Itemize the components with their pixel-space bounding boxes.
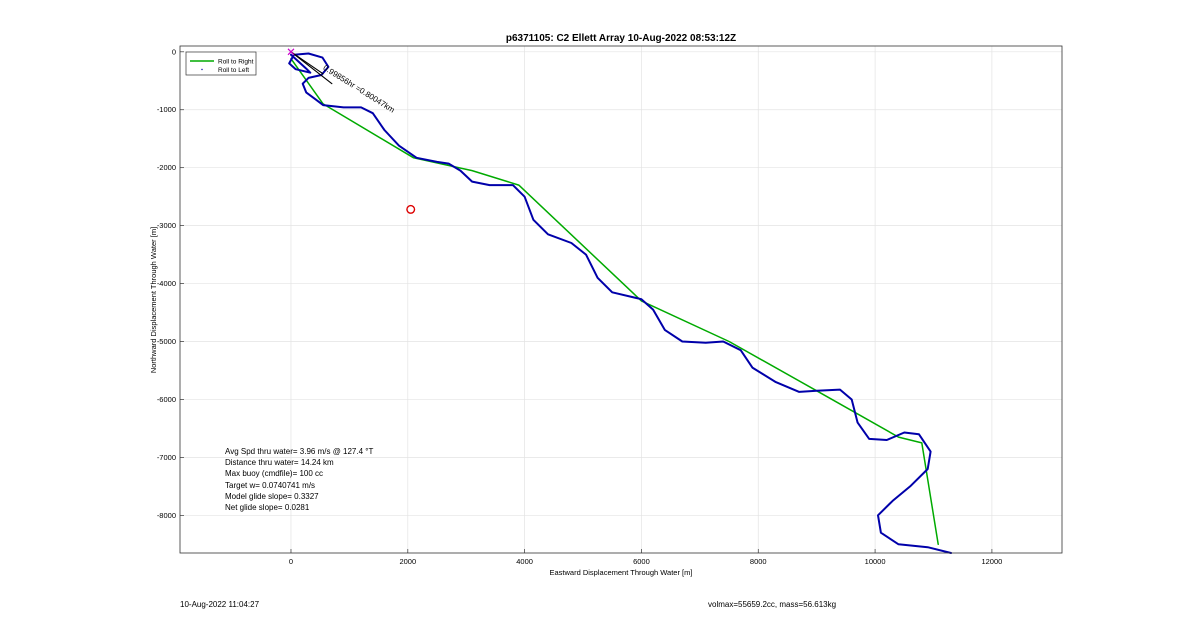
x-tick-label: 6000 — [633, 557, 650, 566]
x-axis-label: Eastward Displacement Through Water [m] — [550, 568, 693, 577]
y-tick-label: -4000 — [157, 279, 176, 288]
legend-box — [185, 51, 257, 76]
y-tick-label: -2000 — [157, 163, 176, 172]
y-tick-label: 0 — [172, 47, 176, 56]
footer-volmax-mass: volmax=55659.2cc, mass=56.613kg — [708, 600, 837, 609]
series-roll-to-right — [290, 57, 939, 546]
y-tick-label: -7000 — [157, 453, 176, 462]
stat-target-w: Target w= 0.0740741 m/s — [225, 480, 316, 490]
y-tick-label: -8000 — [157, 511, 176, 520]
y-tick-label: -6000 — [157, 395, 176, 404]
start-marker — [287, 48, 295, 56]
tick-layer: 0 2000 4000 6000 8000 10000 12000 0 -1000 -2000 -3… — [157, 47, 1003, 566]
plot-area-background — [180, 46, 1062, 553]
legend-marker-roll-left — [201, 68, 203, 71]
x-tick-label: 0 — [289, 557, 293, 566]
series-roll-to-left — [288, 52, 952, 554]
legend-label-roll-right: Roll to Right — [218, 59, 254, 66]
x-tick-label: 10000 — [865, 557, 886, 566]
x-tick-label: 4000 — [516, 557, 533, 566]
legend-label-roll-left: Roll to Left — [218, 67, 249, 74]
heading-vector-3 — [290, 51, 324, 75]
plot-area-border — [179, 45, 1063, 554]
x-tick-label: 8000 — [750, 557, 767, 566]
marker-layer — [287, 48, 416, 214]
stat-max-buoy: Max buoy (cmdfile)= 100 cc — [225, 469, 324, 479]
series-layer — [288, 51, 952, 554]
stat-avg-speed: Avg Spd thru water= 3.96 m/s @ 127.4 °T — [225, 447, 374, 456]
legend: Roll to Right Roll to Left — [185, 51, 257, 76]
stat-model-glide-slope: Model glide slope= 0.3327 — [225, 491, 319, 501]
y-tick-label: -1000 — [157, 105, 176, 114]
y-tick-label: -3000 — [157, 221, 176, 230]
x-tick-label: 12000 — [981, 557, 1002, 566]
footer-timestamp: 10-Aug-2022 11:04:27 — [180, 600, 260, 609]
y-axis-label: Northward Displacement Through Water [m] — [149, 227, 158, 373]
chart-title: p6371105: C2 Ellett Array 10-Aug-2022 08… — [506, 33, 736, 44]
y-tick-label: -5000 — [157, 337, 176, 346]
target-marker — [406, 204, 416, 214]
stat-net-glide-slope: Net glide slope= 0.0281 — [225, 503, 310, 513]
x-tick-label: 2000 — [399, 557, 416, 566]
grid-lines — [180, 46, 1062, 553]
stats-annotation: Avg Spd thru water= 3.96 m/s @ 127.4 °T … — [225, 446, 373, 513]
stat-distance: Distance thru water= 14.24 km — [225, 458, 334, 468]
